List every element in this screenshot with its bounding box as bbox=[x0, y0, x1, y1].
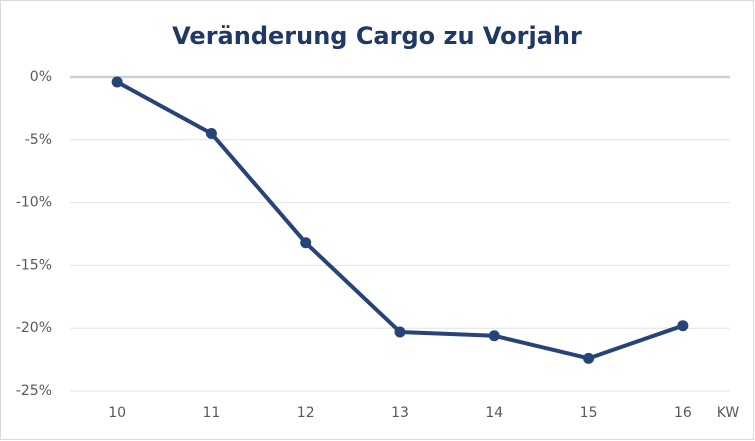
data-point bbox=[111, 76, 123, 88]
data-point bbox=[583, 352, 595, 364]
data-point bbox=[205, 128, 217, 140]
data-point bbox=[300, 237, 312, 249]
data-point bbox=[488, 330, 500, 342]
x-tick-label: 10 bbox=[108, 405, 126, 421]
x-tick-label: 16 bbox=[674, 405, 692, 421]
data-point bbox=[677, 320, 689, 332]
y-tick-label: -20% bbox=[16, 320, 52, 336]
y-tick-label: -5% bbox=[25, 132, 52, 148]
x-tick-label: 12 bbox=[297, 405, 315, 421]
y-tick-label: -10% bbox=[16, 195, 52, 211]
y-tick-label: -25% bbox=[16, 383, 52, 399]
y-tick-label: 0% bbox=[30, 69, 52, 85]
x-tick-label: 14 bbox=[485, 405, 503, 421]
y-tick-label: -15% bbox=[16, 257, 52, 273]
data-point bbox=[394, 326, 406, 338]
x-axis-label: KW bbox=[717, 405, 740, 421]
x-tick-label: 11 bbox=[203, 405, 221, 421]
x-tick-label: 15 bbox=[580, 405, 598, 421]
x-tick-label: 13 bbox=[391, 405, 409, 421]
chart-title: Veränderung Cargo zu Vorjahr bbox=[172, 22, 582, 50]
